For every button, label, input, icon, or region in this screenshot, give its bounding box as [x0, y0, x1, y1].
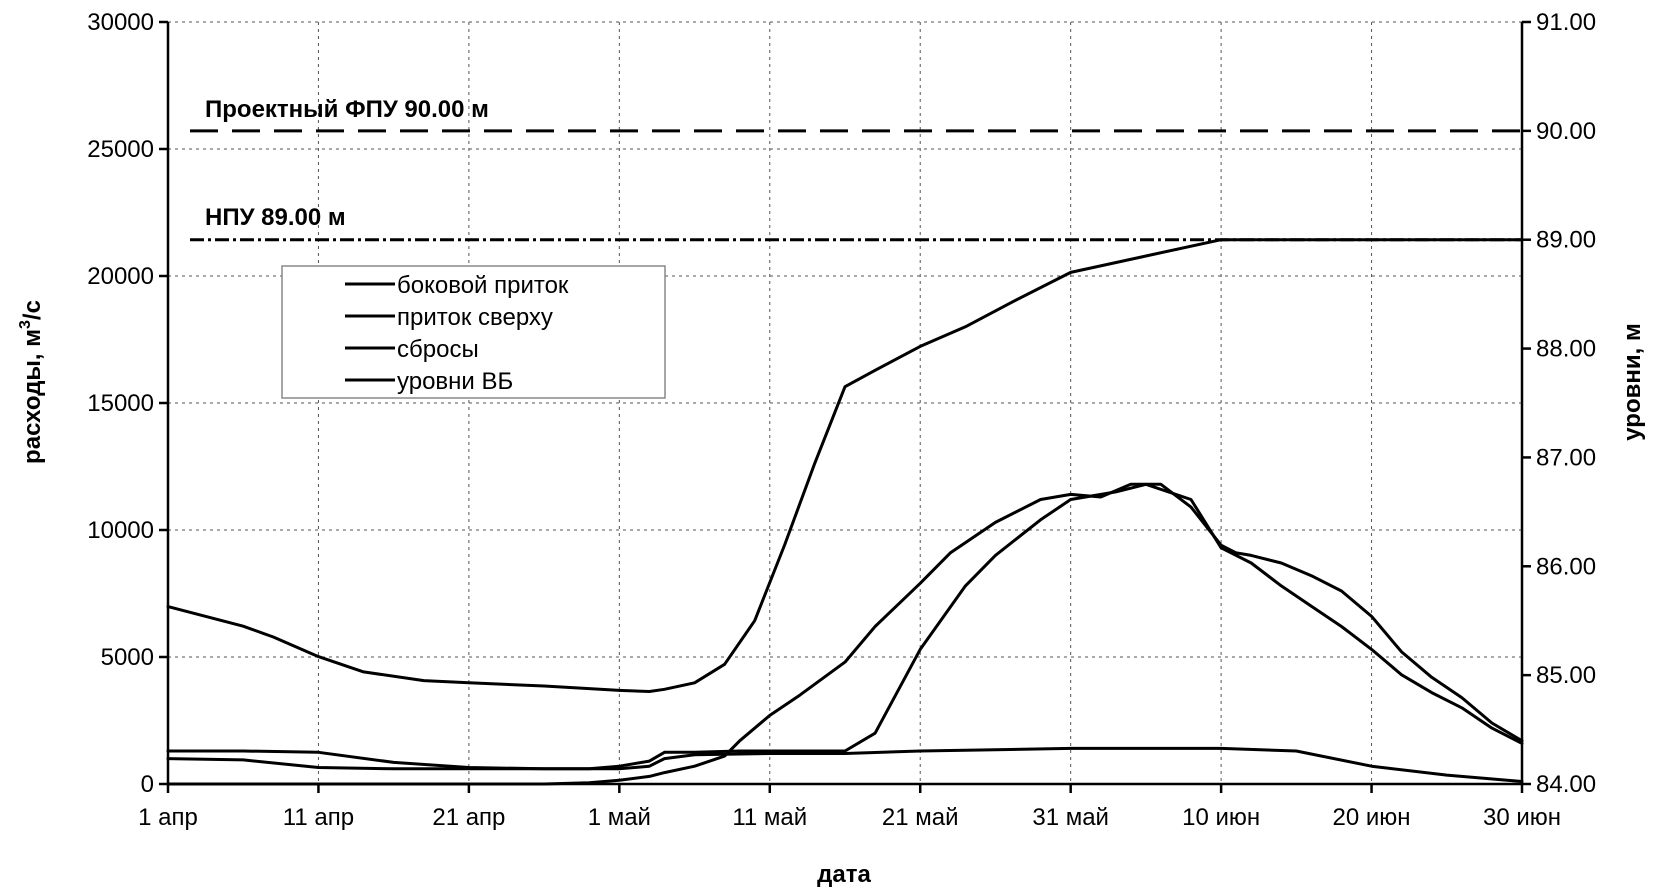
- y-left-tick-label: 15000: [87, 390, 154, 417]
- y-left-tick-label: 30000: [87, 9, 154, 36]
- y-left-axis-title: расходы, м3/с: [17, 300, 46, 464]
- y-right-tick-label: 91.00: [1536, 9, 1596, 36]
- tick-labels: 0 5000 10000 15000 20000 25000 30000 84.00 85.00…: [87, 9, 1596, 831]
- x-tick-label: 11 апр: [283, 804, 354, 831]
- y-right-tick-label: 85.00: [1536, 662, 1596, 689]
- legend-label-discharges: сбросы: [397, 336, 479, 363]
- x-tick-label: 30 июн: [1483, 804, 1561, 831]
- y-right-tick-label: 86.00: [1536, 553, 1596, 580]
- x-tick-label: 20 июн: [1333, 804, 1411, 831]
- series-line: [166, 746, 1524, 783]
- legend-label-upstream-inflow: приток сверху: [397, 304, 553, 331]
- y-left-axis-title-sup: 3: [17, 320, 34, 329]
- x-tick-label: 1 апр: [138, 804, 198, 831]
- x-tick-label: 31 май: [1032, 804, 1109, 831]
- y-right-tick-label: 89.00: [1536, 227, 1596, 254]
- npu-reference-label: НПУ 89.00 м: [205, 204, 346, 231]
- y-right-tick-label: 84.00: [1536, 771, 1596, 798]
- legend-label-lateral-inflow: боковой приток: [397, 272, 569, 299]
- series-lines: [166, 238, 1524, 786]
- legend-box: [281, 265, 666, 399]
- y-right-tick-label: 90.00: [1536, 118, 1596, 145]
- y-left-tick-label: 5000: [101, 644, 154, 671]
- y-right-axis-title: уровни, м: [1619, 323, 1646, 440]
- y-left-tick-label: 10000: [87, 517, 154, 544]
- x-tick-label: 21 май: [882, 804, 959, 831]
- y-left-axis-title-tail: /с: [19, 300, 46, 320]
- series-line: [166, 482, 1524, 786]
- y-left-tick-label: 20000: [87, 263, 154, 290]
- y-left-tick-label: 0: [141, 771, 154, 798]
- y-right-tick-label: 88.00: [1536, 336, 1596, 363]
- fpu-reference-label: Проектный ФПУ 90.00 м: [205, 96, 489, 123]
- x-tick-label: 21 апр: [432, 804, 505, 831]
- series-line: [166, 482, 1524, 771]
- grid: [168, 21, 1522, 784]
- legend-label-reservoir-level: уровни ВБ: [397, 368, 513, 395]
- x-axis-title: дата: [817, 861, 871, 888]
- x-tick-label: 10 июн: [1182, 804, 1260, 831]
- x-tick-label: 1 май: [588, 804, 651, 831]
- x-tick-label: 11 май: [732, 804, 807, 831]
- axes: [159, 20, 1531, 793]
- y-left-tick-label: 25000: [87, 136, 154, 163]
- series-line: [166, 238, 1524, 693]
- y-left-axis-title-main: расходы, м: [19, 329, 46, 464]
- y-right-tick-label: 87.00: [1536, 444, 1596, 471]
- legend: боковой приток приток сверху сбросы уров…: [281, 265, 666, 399]
- reference-lines: [190, 129, 1522, 242]
